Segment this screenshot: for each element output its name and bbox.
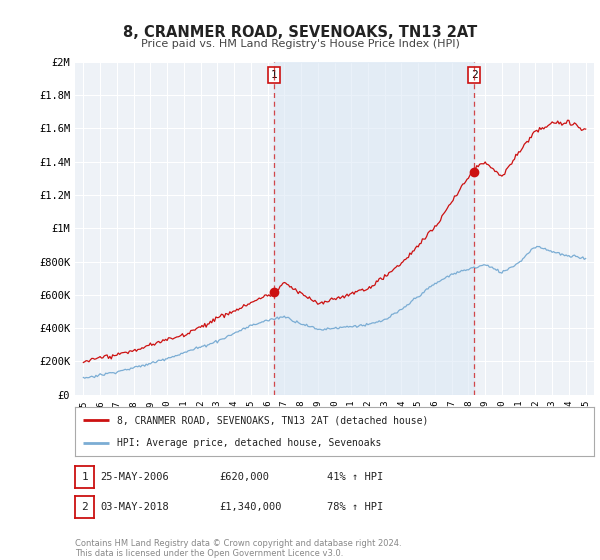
Text: £1,340,000: £1,340,000 xyxy=(219,502,281,512)
Text: 25-MAY-2006: 25-MAY-2006 xyxy=(100,472,169,482)
Text: 2: 2 xyxy=(81,502,88,512)
Text: HPI: Average price, detached house, Sevenoaks: HPI: Average price, detached house, Seve… xyxy=(116,438,381,448)
Text: 2: 2 xyxy=(471,70,478,80)
Text: £620,000: £620,000 xyxy=(219,472,269,482)
Text: 41% ↑ HPI: 41% ↑ HPI xyxy=(327,472,383,482)
Text: 1: 1 xyxy=(271,70,277,80)
Text: 78% ↑ HPI: 78% ↑ HPI xyxy=(327,502,383,512)
Text: Price paid vs. HM Land Registry's House Price Index (HPI): Price paid vs. HM Land Registry's House … xyxy=(140,39,460,49)
Text: 8, CRANMER ROAD, SEVENOAKS, TN13 2AT (detached house): 8, CRANMER ROAD, SEVENOAKS, TN13 2AT (de… xyxy=(116,416,428,426)
Text: 1: 1 xyxy=(81,472,88,482)
Text: 03-MAY-2018: 03-MAY-2018 xyxy=(100,502,169,512)
Text: 8, CRANMER ROAD, SEVENOAKS, TN13 2AT: 8, CRANMER ROAD, SEVENOAKS, TN13 2AT xyxy=(123,25,477,40)
Text: Contains HM Land Registry data © Crown copyright and database right 2024.
This d: Contains HM Land Registry data © Crown c… xyxy=(75,539,401,558)
Bar xyxy=(274,62,474,395)
